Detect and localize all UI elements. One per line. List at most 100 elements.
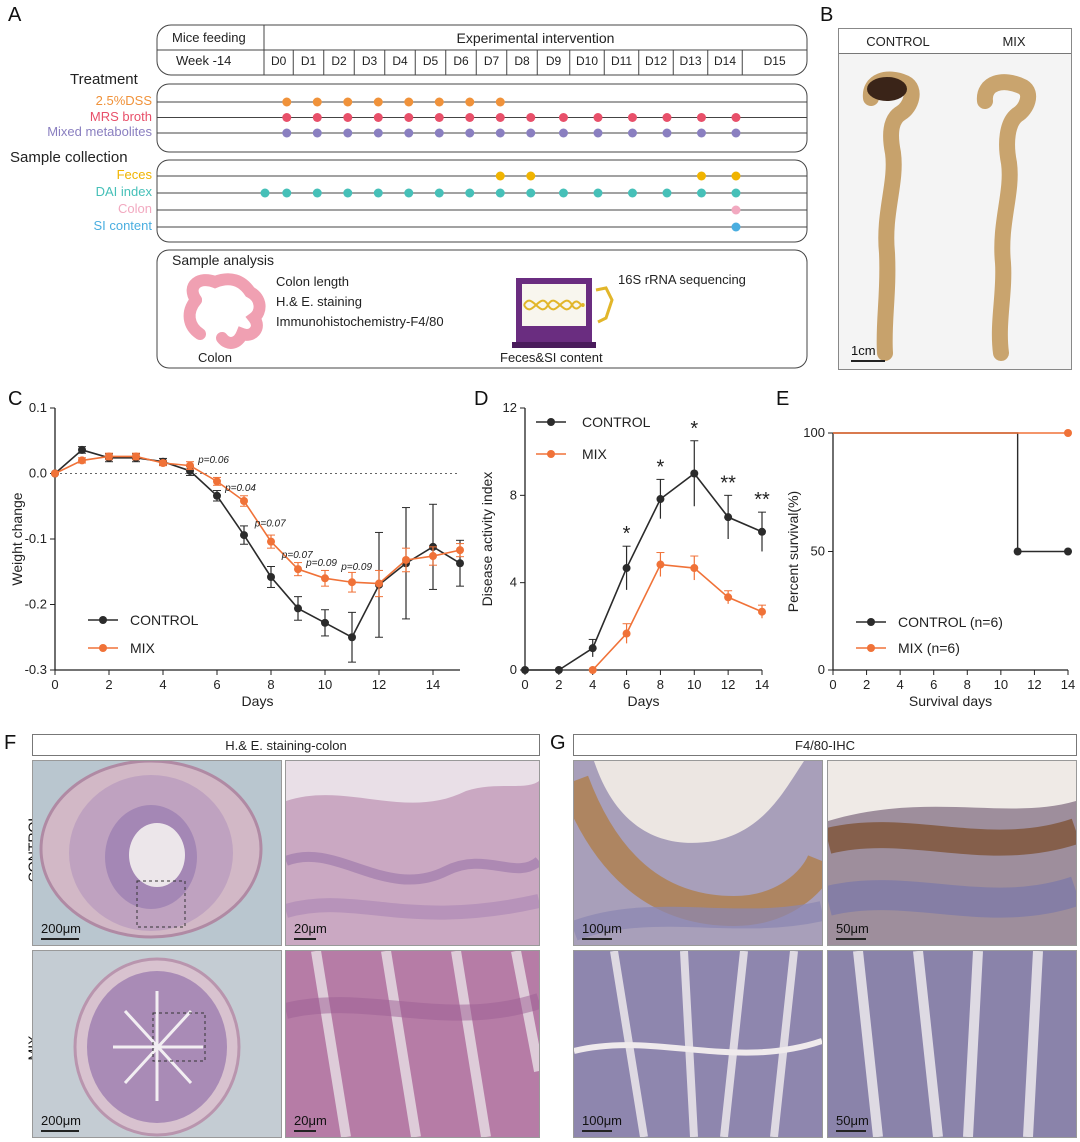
data-point <box>656 560 665 569</box>
f480-ihc-header: F4/80-IHC <box>573 734 1077 756</box>
data-point <box>294 604 302 613</box>
x-tick-label: 4 <box>897 677 904 692</box>
day-label: D2 <box>331 54 347 68</box>
x-tick-label: 8 <box>267 677 274 692</box>
y-tick-label: 50 <box>811 544 825 559</box>
x-tick-label: 12 <box>372 677 386 692</box>
series-line <box>54 455 461 585</box>
data-point <box>521 666 529 674</box>
day-label: D13 <box>679 54 702 68</box>
legend-marker <box>547 418 555 426</box>
x-tick-label: 6 <box>930 677 937 692</box>
data-point <box>321 618 329 627</box>
timeline-dot <box>526 128 536 138</box>
timeline-dot <box>495 188 505 198</box>
y-tick-label: 12 <box>503 400 517 415</box>
timeline-dot <box>282 128 292 138</box>
timeline-dot <box>731 128 741 138</box>
x-tick-label: 10 <box>994 677 1008 692</box>
timeline-dot <box>558 128 568 138</box>
timeline-dot <box>627 128 637 138</box>
survival-curve <box>833 432 1068 553</box>
timeline-dot <box>465 113 475 122</box>
he-control-zoom: 20μm <box>285 760 540 946</box>
timeline-dot <box>312 97 322 107</box>
timeline-dot <box>696 188 706 198</box>
data-point <box>213 491 221 500</box>
data-point <box>267 537 275 546</box>
header-mice-feeding: Mice feeding <box>172 30 246 45</box>
x-tick-label: 4 <box>589 677 596 692</box>
timeline-dot <box>627 113 637 122</box>
y-axis-label: Percent survival(%) <box>785 491 801 612</box>
timeline-dot <box>731 171 741 181</box>
timeline-dot <box>558 113 568 122</box>
significance-marker: * <box>657 456 665 478</box>
timeline-dot <box>373 97 383 107</box>
colon-photo: CONTROL MIX 1cm <box>838 28 1072 370</box>
data-point <box>348 633 356 642</box>
panel-label-c: C <box>8 388 23 410</box>
day-label: D1 <box>300 54 317 68</box>
panel-label-b: B <box>820 4 834 26</box>
day-label: D7 <box>483 54 500 68</box>
legend-label: CONTROL <box>130 612 199 628</box>
legend-label: MIX <box>130 640 156 656</box>
timeline-dot <box>731 205 741 215</box>
timeline-dot <box>731 113 741 122</box>
data-point <box>588 666 597 674</box>
data-point <box>375 579 383 588</box>
analysis-item: Immunohistochemistry-F4/80 <box>276 314 444 329</box>
day-label: D12 <box>644 54 667 68</box>
day-label: D14 <box>713 54 736 68</box>
treatment-title: Treatment <box>70 71 138 88</box>
timeline-dot <box>343 128 353 138</box>
timeline-dot <box>343 188 353 198</box>
disease-activity-chart: 0 4 8 12 0 2 4 6 8 10 12 14 Days Disease activity ind… <box>479 400 770 709</box>
timeline-dot <box>312 113 322 122</box>
row-label: 2.5%DSS <box>95 93 152 108</box>
x-tick-label: 10 <box>318 677 332 692</box>
timeline-dot <box>662 188 672 198</box>
timeline-dot <box>495 97 505 107</box>
x-tick-label: 14 <box>426 677 440 692</box>
sequencer-illustration <box>512 278 614 348</box>
row-label: Feces <box>116 167 152 182</box>
weight-change-chart: 0.1 0.0 -0.1 -0.2 -0.3 0 2 4 6 8 10 12 14 Days Weight … <box>9 400 464 709</box>
timeline-dot <box>495 113 505 122</box>
survival-point <box>1013 547 1022 556</box>
x-tick-label: 2 <box>105 677 112 692</box>
y-tick-label: 0.0 <box>29 466 47 481</box>
timeline-dot <box>434 188 444 198</box>
timeline-dot <box>495 128 505 138</box>
analysis-list: Colon length H.& E. staining Immunohisto… <box>276 272 444 332</box>
data-point <box>213 477 221 486</box>
panel-label-a: A <box>8 4 22 26</box>
data-point <box>724 513 733 522</box>
x-tick-label: 8 <box>657 677 664 692</box>
x-tick-label: 0 <box>829 677 836 692</box>
day-label: D9 <box>545 54 562 68</box>
timeline-dot <box>343 97 353 107</box>
timeline-dot <box>282 97 292 107</box>
timeline-dot <box>373 128 383 138</box>
data-point <box>132 452 140 461</box>
x-tick-label: 12 <box>1027 677 1041 692</box>
legend-label: CONTROL <box>582 414 651 430</box>
timeline-dot <box>404 128 414 138</box>
day-label: D6 <box>453 54 469 68</box>
data-point <box>186 461 194 470</box>
data-point <box>656 495 665 504</box>
data-point <box>159 459 167 468</box>
x-tick-label: 2 <box>863 677 870 692</box>
legend-marker <box>867 644 875 652</box>
timeline-dot <box>593 188 603 198</box>
ihc-control-overview: 100μm <box>573 760 823 946</box>
timeline-dot <box>593 113 603 122</box>
timeline-dot <box>696 113 706 122</box>
data-point <box>240 531 248 540</box>
panel-label-g: G <box>550 732 566 754</box>
survival-chart: 0 50 100 0 2 4 6 8 10 12 14 Survival days Percent su… <box>785 425 1075 709</box>
sample-analysis-title: Sample analysis <box>172 252 274 268</box>
x-tick-label: 14 <box>755 677 769 692</box>
